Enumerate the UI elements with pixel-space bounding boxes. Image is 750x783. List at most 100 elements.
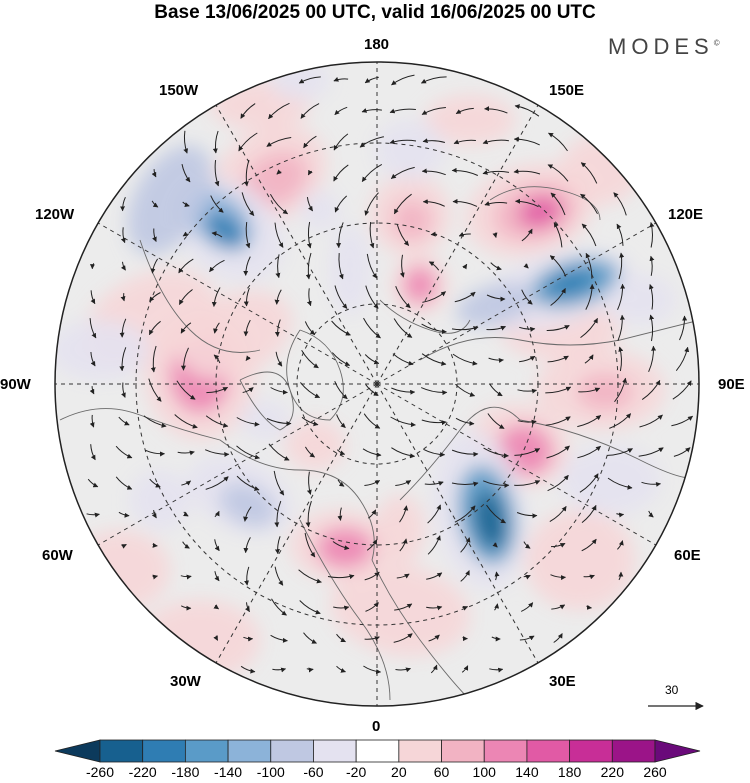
wind-arrow <box>333 133 349 151</box>
anomaly-blob <box>375 120 445 180</box>
wind-arrow <box>240 665 256 674</box>
wind-arrow <box>361 163 383 183</box>
wind-arrow <box>365 384 379 396</box>
wind-arrow <box>455 417 475 426</box>
wind-arrow <box>359 136 384 148</box>
coastline <box>299 519 391 701</box>
wind-arrow <box>461 665 469 673</box>
colorbar-tick-label: -220 <box>128 764 157 780</box>
anomaly-blobs <box>55 62 675 680</box>
wind-arrow <box>393 193 412 215</box>
meridian-line <box>376 104 539 385</box>
colorbar-box <box>313 739 357 763</box>
wind-arrow <box>336 222 344 249</box>
colorbar-box <box>569 739 613 763</box>
wind-arrow <box>303 632 317 644</box>
lon-label-150w: 150W <box>159 82 199 99</box>
wind-arrow <box>177 450 195 456</box>
wind-arrow <box>364 636 380 641</box>
wind-arrow <box>365 602 379 612</box>
wind-arrow <box>460 537 471 553</box>
anomaly-blob <box>375 495 425 565</box>
wind-arrow <box>462 263 468 270</box>
wind-arrow <box>245 355 251 361</box>
wind-arrow <box>213 604 220 610</box>
wind-arrow <box>430 664 438 674</box>
wind-arrow <box>361 108 382 113</box>
coastline <box>489 186 601 221</box>
anomaly-blob <box>497 424 553 476</box>
wind-vectors <box>86 74 693 675</box>
wind-arrow <box>515 198 539 208</box>
wind-arrow <box>513 168 541 175</box>
lon-label-90e: 90E <box>718 376 745 393</box>
wind-arrow <box>483 447 509 459</box>
wind-arrow <box>243 159 250 187</box>
wind-arrow <box>244 566 250 586</box>
wind-arrow <box>181 164 191 183</box>
wind-arrow <box>269 193 289 215</box>
wind-arrow <box>545 416 571 426</box>
wind-arrow <box>580 162 598 184</box>
wind-arrow <box>145 449 165 457</box>
wind-arrow <box>453 139 476 145</box>
wind-arrow <box>617 283 626 311</box>
wind-arrow <box>451 167 479 176</box>
wind-arrow <box>306 221 312 249</box>
wind-arrow <box>364 571 380 581</box>
wind-arrow <box>389 139 417 145</box>
wind-arrow <box>238 132 258 152</box>
wind-arrow <box>236 445 260 460</box>
wind-arrow <box>305 500 312 528</box>
coastline <box>419 319 699 361</box>
wind-arrow <box>213 322 220 334</box>
anomaly-blob <box>219 482 277 528</box>
colorbar-tick-label: 100 <box>472 764 496 780</box>
wind-arrow <box>607 477 633 490</box>
wind-arrow <box>394 603 413 611</box>
anomaly-blob <box>240 400 290 440</box>
lon-label-30e: 30E <box>549 673 576 690</box>
wind-arrow <box>422 199 445 207</box>
colorbar <box>54 739 701 763</box>
wind-arrow <box>516 512 538 519</box>
wind-arrow <box>577 415 602 428</box>
wind-arrow <box>399 505 409 523</box>
meridian-line <box>376 383 539 664</box>
wind-arrow <box>487 413 505 429</box>
chart-title: Base 13/06/2025 00 UTC, valid 16/06/2025… <box>154 2 596 23</box>
colorbar-tick-label: -20 <box>346 764 367 780</box>
wind-arrow <box>152 542 158 548</box>
wind-arrow <box>213 635 219 641</box>
wind-arrow <box>550 574 566 581</box>
wind-arrow <box>514 448 541 456</box>
colorbar-box <box>99 739 144 763</box>
coastline <box>399 406 699 501</box>
wind-arrow <box>490 262 502 271</box>
wind-arrow <box>332 541 350 551</box>
wind-arrow <box>120 293 126 302</box>
wind-arrow <box>584 354 594 364</box>
wind-arrow <box>307 169 313 176</box>
wind-arrow <box>451 481 479 487</box>
wind-arrow <box>519 355 536 363</box>
wind-arrow <box>426 572 443 580</box>
wind-arrow <box>362 448 382 458</box>
wind-arrow <box>149 292 161 302</box>
lon-label-180: 180 <box>364 36 390 53</box>
anomaly-blob <box>205 212 245 248</box>
wind-arrow <box>390 166 415 179</box>
wind-arrow <box>242 387 254 393</box>
meridian-line <box>376 383 657 546</box>
wind-arrow <box>180 322 192 334</box>
wind-arrow <box>673 447 691 457</box>
wind-arrow <box>580 193 598 215</box>
wind-arrow <box>366 539 378 551</box>
colorbar-tick-label: 180 <box>557 764 582 780</box>
wind-arrow <box>301 349 319 369</box>
wind-arrow <box>115 476 133 490</box>
wind-arrow <box>327 574 355 580</box>
wind-arrow <box>548 132 568 152</box>
wind-arrow <box>364 192 379 216</box>
wind-arrow <box>334 381 348 400</box>
